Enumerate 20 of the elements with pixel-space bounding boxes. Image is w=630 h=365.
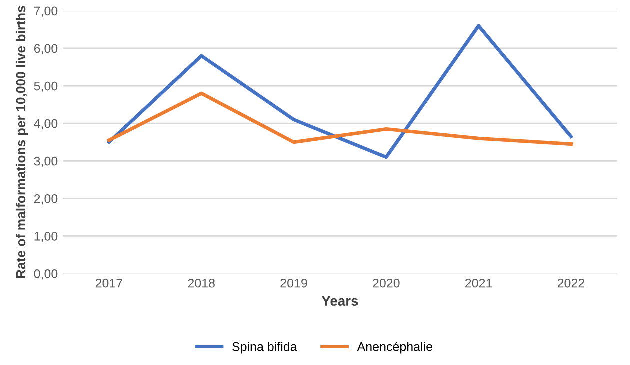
y-tick-label: 3,00 [34, 156, 58, 168]
y-tick-label: 4,00 [34, 119, 58, 130]
y-tick-label: 7,00 [34, 6, 58, 18]
y-axis-title: Rate of malformations per 10,000 live births [16, 6, 28, 278]
y-tick-label: 2,00 [34, 194, 58, 205]
x-tick-label: 2017 [96, 278, 122, 288]
line-series [107, 24, 573, 160]
x-tick-label: 2022 [558, 278, 584, 288]
legend-label: Spina bifida [232, 342, 298, 354]
x-tick-label: 2021 [466, 278, 492, 288]
legend-label: Anencéphalie [357, 342, 432, 354]
y-tick-label: 0,00 [34, 270, 58, 280]
x-tick-label: 2019 [280, 278, 308, 288]
x-axis-title: Years [322, 296, 358, 306]
y-tick-label: 5,00 [34, 82, 58, 92]
x-tick-label: 2018 [188, 278, 215, 288]
x-tick-label: 2020 [373, 278, 400, 288]
y-tick-label: 1,00 [34, 232, 58, 242]
line-series [107, 92, 573, 146]
y-tick-label: 6,00 [34, 44, 58, 55]
